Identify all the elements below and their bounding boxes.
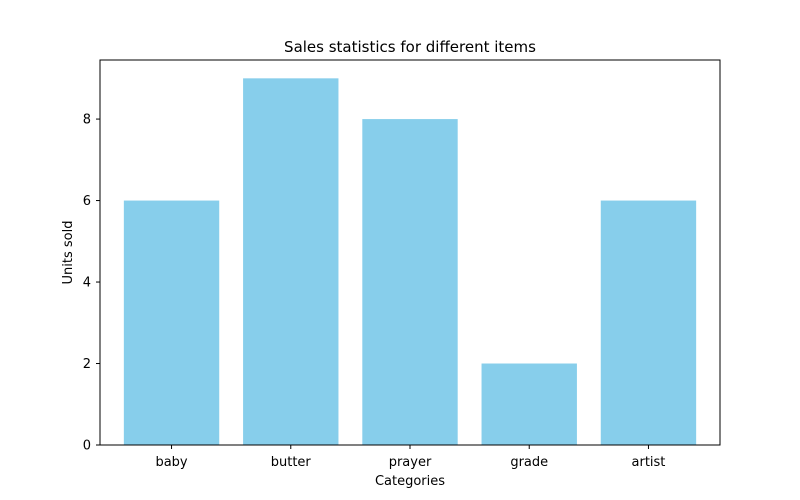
- y-tick-label: 6: [83, 194, 91, 209]
- x-tick-label: butter: [271, 455, 312, 470]
- x-axis: baby butter prayer grade artist: [155, 445, 665, 470]
- bar-butter: [243, 78, 339, 445]
- bar-baby: [123, 200, 220, 445]
- x-tick-label: artist: [632, 455, 666, 470]
- bar-grade: [481, 363, 577, 445]
- y-tick-label: 2: [83, 357, 91, 372]
- y-tick-label: 4: [83, 276, 91, 291]
- x-tick-label: baby: [155, 455, 187, 470]
- x-tick-label: grade: [510, 455, 548, 470]
- bar-prayer: [362, 119, 458, 446]
- x-tick-label: prayer: [389, 455, 432, 470]
- bars-layer: [123, 78, 697, 446]
- chart-title: Sales statistics for different items: [284, 38, 536, 56]
- x-axis-label: Categories: [375, 474, 445, 489]
- y-axis: 0 2 4 6 8: [83, 113, 100, 454]
- bar-artist: [600, 200, 697, 445]
- y-tick-label: 8: [83, 113, 91, 128]
- y-tick-label: 0: [83, 439, 91, 454]
- y-axis-label: Units sold: [61, 221, 76, 285]
